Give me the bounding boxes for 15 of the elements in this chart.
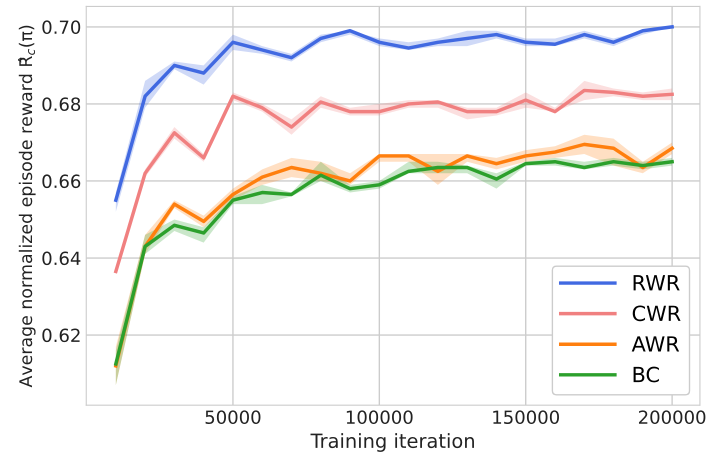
y-tick-label: 0.62 <box>42 328 80 342</box>
legend-label: CWR <box>632 305 681 322</box>
x-axis-title: Training iteration <box>310 433 474 452</box>
y-tick-label: 0.66 <box>42 174 80 188</box>
legend-label: BC <box>634 366 659 382</box>
y-tick-label: 0.70 <box>42 20 80 34</box>
x-tick-label: 50000 <box>206 410 260 424</box>
y-axis-title: Average normalized episode reward R̂$_{c}$(π) <box>18 26 36 388</box>
x-tick-label: 100000 <box>346 410 413 424</box>
legend-label: RWR <box>634 275 680 290</box>
x-tick-label: 200000 <box>638 410 706 424</box>
x-tick-label: 150000 <box>493 410 559 424</box>
y-tick-label: 0.68 <box>42 97 80 112</box>
legend-label: AWR <box>632 336 680 352</box>
y-tick-label: 0.64 <box>42 251 80 266</box>
